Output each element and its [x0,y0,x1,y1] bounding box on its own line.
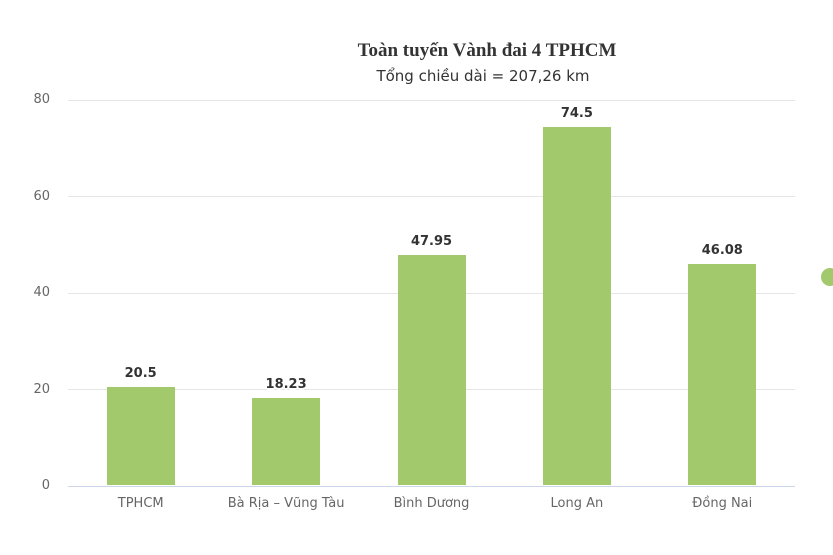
bar-3[interactable] [542,126,611,485]
bar-value-label: 18.23 [265,377,307,393]
bar-4[interactable] [688,263,757,485]
bar-1[interactable] [252,398,321,485]
y-axis-tick-label: 0 [41,478,50,493]
gridline [68,99,795,101]
x-axis-line [68,485,795,487]
bar-value-label: 74.5 [560,105,593,121]
chart-subtitle: Tổng chiều dài = 207,26 km [376,67,590,85]
gridline [68,196,795,197]
x-axis-category-label: Bình Dương [393,496,470,511]
legend-dot-icon[interactable] [821,268,833,286]
x-axis-category-label: Long An [550,496,604,511]
bar-2[interactable] [397,254,466,485]
bar-value-label: 47.95 [410,233,453,249]
x-axis-category-label: TPHCM [117,496,164,511]
y-axis-tick-label: 40 [33,285,50,300]
y-axis-tick-label: 60 [33,188,50,204]
bar-0[interactable] [106,387,175,485]
chart-title: Toàn tuyến Vành đai 4 TPHCM [357,40,617,61]
x-axis-category-label: Bà Rịa – Vũng Tàu [227,496,345,511]
y-axis-tick-label: 80 [33,92,50,107]
bar-value-label: 46.08 [701,242,743,258]
bar-value-label: 20.5 [124,366,157,382]
x-axis-category-label: Đồng Nai [692,496,753,511]
y-axis-tick-label: 20 [33,381,50,397]
